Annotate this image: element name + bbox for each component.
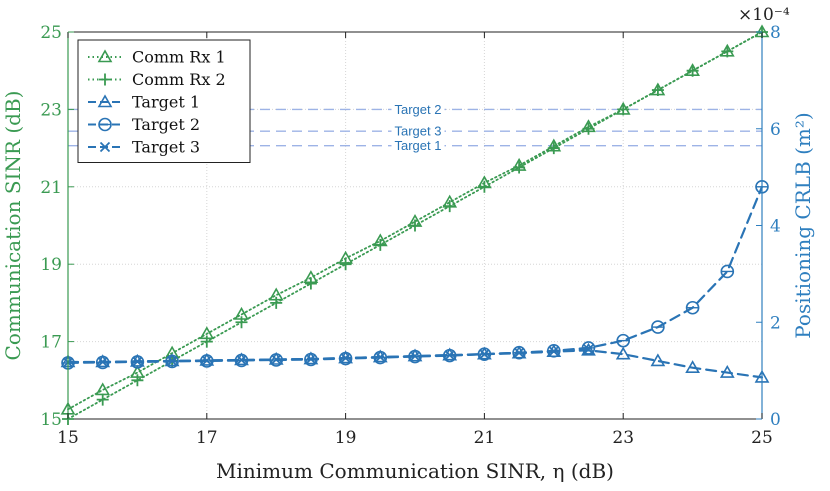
series-1-point-10 <box>409 219 421 232</box>
legend-label-2: Target 1 <box>132 93 200 112</box>
reference-line-label-0: Target 2 <box>395 102 442 117</box>
legend-label-1: Comm Rx 2 <box>132 70 226 89</box>
y-right-tick-label-4: 8 <box>770 23 781 43</box>
series-2-point-17 <box>650 353 666 367</box>
series-2-point-19 <box>719 364 735 378</box>
series-3 <box>61 180 769 370</box>
series-1-point-15 <box>582 122 595 135</box>
y-right-tick-label-2: 4 <box>770 217 781 237</box>
series-1-point-13 <box>513 161 526 174</box>
series-4-point-15 <box>583 344 594 355</box>
reference-line-label-2: Target 1 <box>395 138 442 153</box>
x-axis-label: Minimum Communication SINR, η (dB) <box>216 459 614 483</box>
series-1-point-2 <box>131 374 144 387</box>
reference-line-label-1: Target 3 <box>395 124 442 139</box>
y-left-tick-label-0: 15 <box>40 410 62 430</box>
series-1-point-7 <box>304 277 317 290</box>
x-tick-label-4: 23 <box>612 428 634 448</box>
legend-entry-1: Comm Rx 2 <box>88 70 226 89</box>
series-4-point-12 <box>479 349 490 360</box>
series-4-point-1 <box>97 356 108 368</box>
series-4 <box>62 344 594 368</box>
series-1-point-17 <box>651 84 664 97</box>
legend: Comm Rx 1 Comm Rx 2 Target 1 Target 2 Target… <box>77 39 251 163</box>
reference-label-bg-2 <box>391 138 445 154</box>
legend-label-3: Target 2 <box>132 115 200 134</box>
series-4-point-5 <box>236 354 247 366</box>
series-line-3 <box>66 185 764 364</box>
y-axis-right-label: Positioning CRLB (m²) <box>791 112 815 338</box>
series-4-point-10 <box>409 350 421 362</box>
y-left-tick-label-5: 25 <box>40 23 62 43</box>
series-1-point-4 <box>200 335 213 348</box>
series-4-point-7 <box>305 353 317 365</box>
legend-marker-0 <box>97 49 113 63</box>
y-left-tick-label-3: 21 <box>40 178 62 198</box>
series-1-point-5 <box>235 316 248 329</box>
series-line-4 <box>66 348 590 364</box>
y-axis-left-label: Communication SINR (dB) <box>1 91 25 361</box>
reference-label-bg-1 <box>391 123 445 139</box>
reference-label-bg-0 <box>391 101 445 117</box>
y-right-tick-label-0: 0 <box>770 410 781 430</box>
legend-marker-1 <box>99 73 111 86</box>
series-1-point-1 <box>96 393 109 406</box>
series-1-point-12 <box>478 180 491 193</box>
legend-marker-4 <box>99 141 111 153</box>
series-1-point-6 <box>270 296 283 309</box>
legend-label-4: Target 3 <box>132 138 200 157</box>
legend-entry-4: Target 3 <box>88 138 200 157</box>
x-tick-label-5: 25 <box>751 428 773 448</box>
series-1-point-19 <box>721 45 734 58</box>
series-4-point-8 <box>340 352 351 364</box>
y-left-tick-label-4: 23 <box>40 100 62 120</box>
series-1-point-8 <box>339 258 352 271</box>
series-4-point-9 <box>375 351 386 363</box>
x-tick-label-2: 19 <box>335 428 357 448</box>
series-2-point-18 <box>685 360 700 374</box>
series-1-point-18 <box>686 64 699 77</box>
series-layer <box>60 24 770 425</box>
legend-marker-2 <box>97 94 113 108</box>
series-1-point-16 <box>617 103 630 116</box>
series-1-point-9 <box>374 238 387 251</box>
x-tick-label-3: 21 <box>474 428 496 448</box>
legend-entry-0: Comm Rx 1 <box>88 48 226 67</box>
axes <box>67 31 763 420</box>
x-tick-label-1: 17 <box>196 428 218 448</box>
series-4-point-14 <box>548 346 559 357</box>
series-4-point-4 <box>201 355 212 366</box>
y-right-tick-label-1: 2 <box>770 313 781 333</box>
series-1-point-11 <box>443 200 456 213</box>
series-4-point-13 <box>513 347 525 358</box>
series-4-point-3 <box>166 355 178 367</box>
x-tick-label-0: 15 <box>57 428 79 448</box>
y-left-tick-label-1: 17 <box>40 333 62 353</box>
right-axis-multiplier: ×10⁻⁴ <box>738 5 790 25</box>
y-left-tick-label-2: 19 <box>40 255 62 275</box>
series-2-point-16 <box>615 346 631 360</box>
legend-entry-2: Target 1 <box>88 93 200 112</box>
series-4-point-6 <box>271 354 282 365</box>
series-1 <box>62 26 768 425</box>
y-right-tick-label-3: 6 <box>770 120 781 140</box>
series-1-point-14 <box>547 142 560 155</box>
series-4-point-11 <box>444 350 455 361</box>
legend-entry-3: Target 2 <box>88 115 200 134</box>
series-4-point-2 <box>132 356 143 367</box>
legend-label-0: Comm Rx 1 <box>132 48 226 67</box>
